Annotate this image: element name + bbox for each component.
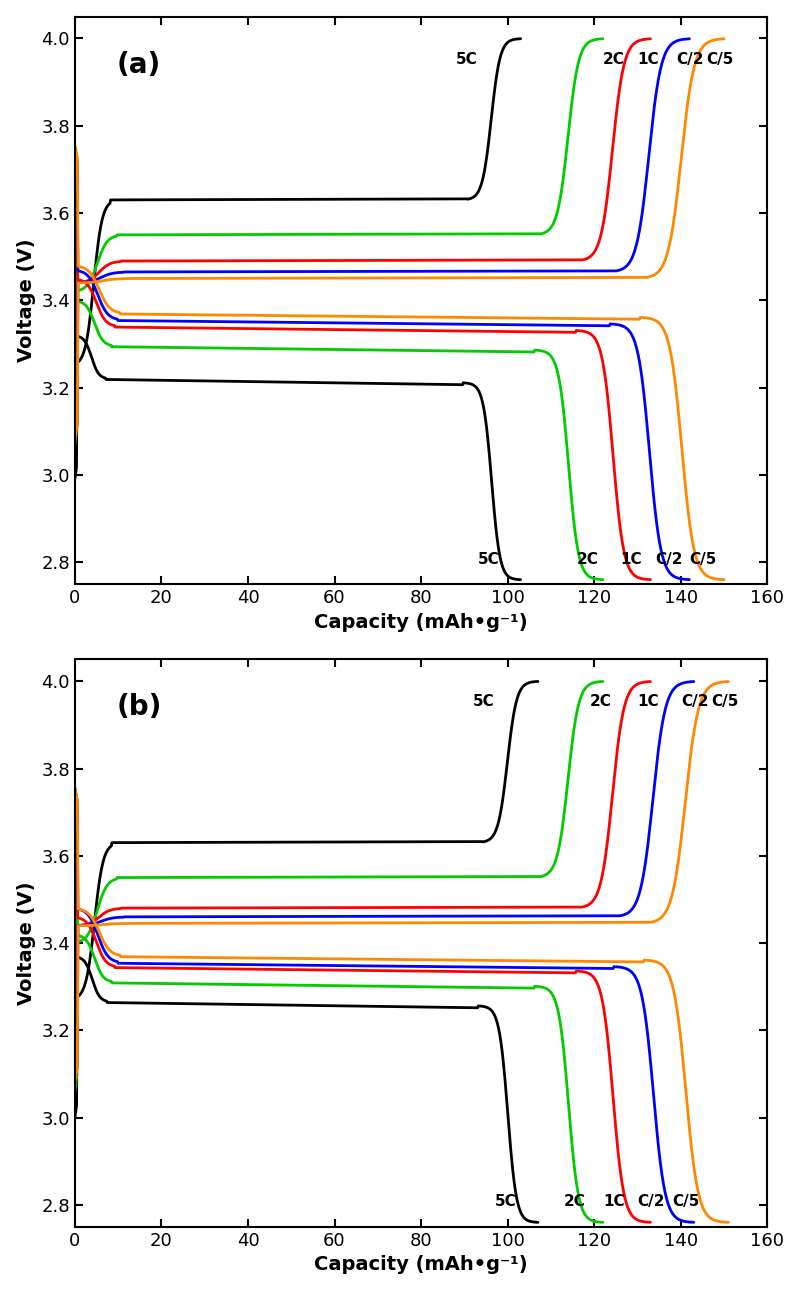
Text: C/5: C/5: [711, 695, 739, 709]
Text: C/2: C/2: [654, 551, 682, 567]
Text: (b): (b): [116, 693, 162, 722]
Text: 2C: 2C: [590, 695, 612, 709]
Text: 1C: 1C: [638, 52, 659, 67]
Text: C/5: C/5: [706, 52, 734, 67]
Y-axis label: Voltage (V): Voltage (V): [17, 239, 36, 363]
Text: 5C: 5C: [456, 52, 477, 67]
X-axis label: Capacity (mAh•g⁻¹): Capacity (mAh•g⁻¹): [314, 1255, 528, 1274]
Y-axis label: Voltage (V): Voltage (V): [17, 882, 36, 1004]
Text: C/2: C/2: [681, 695, 708, 709]
X-axis label: Capacity (mAh•g⁻¹): Capacity (mAh•g⁻¹): [314, 613, 528, 631]
Text: 1C: 1C: [620, 551, 642, 567]
Text: 5C: 5C: [495, 1194, 517, 1210]
Text: 1C: 1C: [638, 695, 659, 709]
Text: C/2: C/2: [638, 1194, 665, 1210]
Text: 1C: 1C: [603, 1194, 625, 1210]
Text: C/2: C/2: [676, 52, 704, 67]
Text: 2C: 2C: [564, 1194, 586, 1210]
Text: C/5: C/5: [690, 551, 717, 567]
Text: C/5: C/5: [672, 1194, 699, 1210]
Text: 5C: 5C: [473, 695, 495, 709]
Text: 5C: 5C: [477, 551, 499, 567]
Text: 2C: 2C: [577, 551, 599, 567]
Text: (a): (a): [116, 50, 161, 79]
Text: 2C: 2C: [603, 52, 625, 67]
